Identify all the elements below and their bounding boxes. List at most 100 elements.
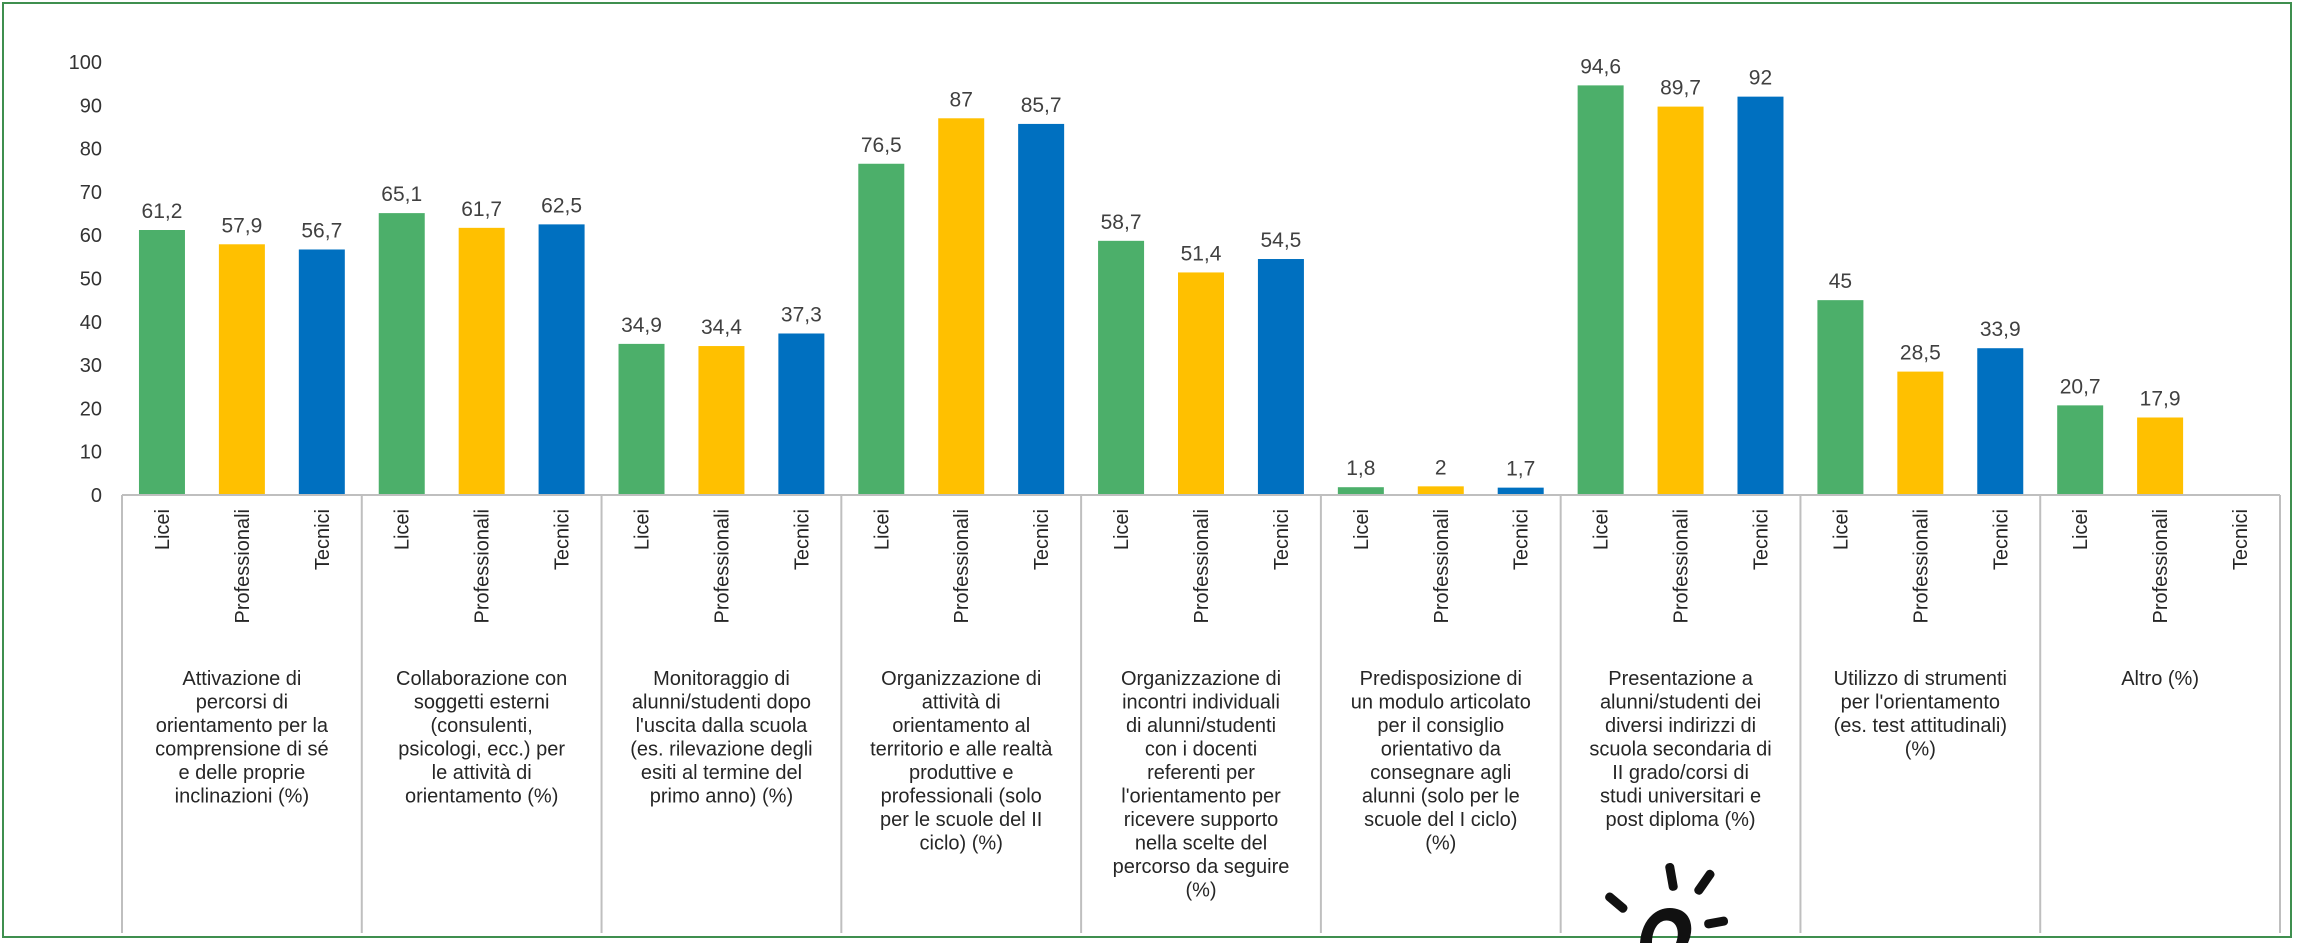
category-label: Licei bbox=[152, 509, 174, 550]
data-label: 34,9 bbox=[621, 314, 662, 337]
bar bbox=[138, 230, 185, 495]
data-label: 89,7 bbox=[1660, 77, 1701, 100]
category-label: Tecnici bbox=[312, 509, 334, 570]
data-label: 57,9 bbox=[221, 214, 262, 237]
data-label: 45 bbox=[1829, 270, 1852, 293]
y-tick-label: 60 bbox=[80, 225, 102, 247]
y-tick-label: 100 bbox=[69, 52, 102, 74]
data-label: 34,4 bbox=[701, 316, 742, 339]
category-label: Professionali bbox=[472, 509, 494, 624]
data-label: 1,7 bbox=[1506, 458, 1535, 481]
category-label: Tecnici bbox=[1750, 509, 1772, 570]
category-label: Tecnici bbox=[1990, 509, 2012, 570]
group-label: Altro (%) bbox=[2121, 668, 2199, 690]
y-tick-label: 10 bbox=[80, 442, 102, 464]
y-tick-label: 0 bbox=[91, 485, 102, 507]
y-tick-label: 30 bbox=[80, 355, 102, 377]
category-label: Tecnici bbox=[791, 509, 813, 570]
bars bbox=[138, 85, 2184, 496]
category-label: Licei bbox=[1830, 509, 1852, 550]
y-tick-label: 40 bbox=[80, 312, 102, 334]
y-tick-label: 90 bbox=[80, 95, 102, 117]
bar bbox=[458, 227, 505, 496]
data-label: 85,7 bbox=[1021, 94, 1062, 117]
bar bbox=[218, 244, 265, 495]
group-label: Organizzazione di attività di orientamento… bbox=[870, 668, 1053, 855]
category-label: Licei bbox=[1351, 509, 1373, 550]
category-label: Professionali bbox=[711, 509, 733, 624]
bar bbox=[1417, 486, 1464, 495]
bar bbox=[1018, 123, 1065, 495]
category-label: Professionali bbox=[1671, 509, 1693, 624]
category-label: Licei bbox=[1111, 509, 1133, 550]
data-label: 2 bbox=[1435, 456, 1447, 479]
sun-logo-icon bbox=[1605, 862, 1729, 943]
bar bbox=[1817, 300, 1864, 495]
y-axis: 0 10 20 30 40 50 60 70 80 90 100 bbox=[69, 52, 102, 507]
data-label: 28,5 bbox=[1900, 342, 1941, 365]
data-label: 76,5 bbox=[861, 134, 902, 157]
category-label: Licei bbox=[1591, 509, 1613, 550]
bar bbox=[778, 333, 825, 495]
data-label: 51,4 bbox=[1181, 242, 1222, 265]
data-label: 33,9 bbox=[1980, 318, 2021, 341]
bar bbox=[2057, 405, 2104, 495]
group-label: Predisposizione di un modulo articolato pe… bbox=[1351, 668, 1531, 855]
category-label: Tecnici bbox=[1031, 509, 1053, 570]
bar bbox=[1897, 371, 1944, 495]
category-label: Licei bbox=[392, 509, 414, 550]
data-label: 62,5 bbox=[541, 194, 582, 217]
category-label: Tecnici bbox=[552, 509, 574, 570]
y-tick-label: 80 bbox=[80, 139, 102, 161]
data-label: 61,2 bbox=[142, 200, 183, 223]
category-label: Professionali bbox=[232, 509, 254, 624]
category-label: Licei bbox=[871, 509, 893, 550]
group-label: Utilizzo di strumenti per l'orientamento(… bbox=[1834, 668, 2007, 761]
data-label: 1,8 bbox=[1346, 457, 1375, 480]
category-label: Tecnici bbox=[2230, 509, 2252, 570]
group-label: Attivazione di percorsi di orientamento pe… bbox=[155, 668, 329, 808]
category-label: Licei bbox=[2070, 509, 2092, 550]
category-label: Tecnici bbox=[1511, 509, 1533, 570]
group-label: Monitoraggio di alunni/studenti dopo l'usc… bbox=[630, 668, 812, 808]
group-label: Presentazione a alunni/studenti dei divers… bbox=[1589, 668, 1771, 831]
bar bbox=[1977, 348, 2024, 495]
bar bbox=[938, 118, 985, 495]
bar bbox=[1098, 240, 1145, 495]
bar bbox=[1577, 85, 1624, 495]
group-label: Organizzazione di incontri individuali di … bbox=[1113, 668, 1290, 902]
x-axis: Licei Professionali Tecnici Attivazione di p… bbox=[121, 494, 2281, 933]
bar bbox=[298, 249, 345, 495]
bar bbox=[1337, 487, 1384, 495]
data-label: 94,6 bbox=[1580, 55, 1621, 78]
bar bbox=[1178, 272, 1224, 495]
data-label: 20,7 bbox=[2060, 375, 2101, 398]
data-label: 56,7 bbox=[301, 219, 342, 242]
bar bbox=[1657, 106, 1704, 495]
bar bbox=[618, 343, 665, 495]
category-label: Tecnici bbox=[1271, 509, 1293, 570]
bar bbox=[698, 346, 745, 495]
data-label: 37,3 bbox=[781, 303, 822, 326]
bar bbox=[1497, 487, 1544, 495]
bar bbox=[1737, 96, 1784, 495]
data-label: 65,1 bbox=[381, 183, 422, 206]
category-label: Professionali bbox=[1431, 509, 1453, 624]
category-label: Professionali bbox=[1191, 509, 1213, 624]
y-tick-label: 70 bbox=[80, 182, 102, 204]
y-tick-label: 50 bbox=[80, 269, 102, 291]
y-tick-label: 20 bbox=[80, 398, 102, 420]
data-label: 87 bbox=[950, 88, 973, 111]
data-label: 92 bbox=[1749, 67, 1772, 90]
bar bbox=[538, 224, 585, 495]
data-label: 58,7 bbox=[1101, 211, 1142, 234]
category-label: Professionali bbox=[1910, 509, 1932, 624]
category-label: Professionali bbox=[951, 509, 973, 624]
group-label: Collaborazione con soggetti esterni (consu… bbox=[396, 668, 567, 808]
data-labels: 61,2 57,9 56,7 65,1 61,7 62,5 34,9 34,4 37,3 76,5… bbox=[142, 55, 2181, 480]
bar bbox=[858, 163, 905, 495]
data-label: 17,9 bbox=[2140, 387, 2181, 410]
bar bbox=[1257, 259, 1304, 495]
bar bbox=[378, 213, 425, 495]
